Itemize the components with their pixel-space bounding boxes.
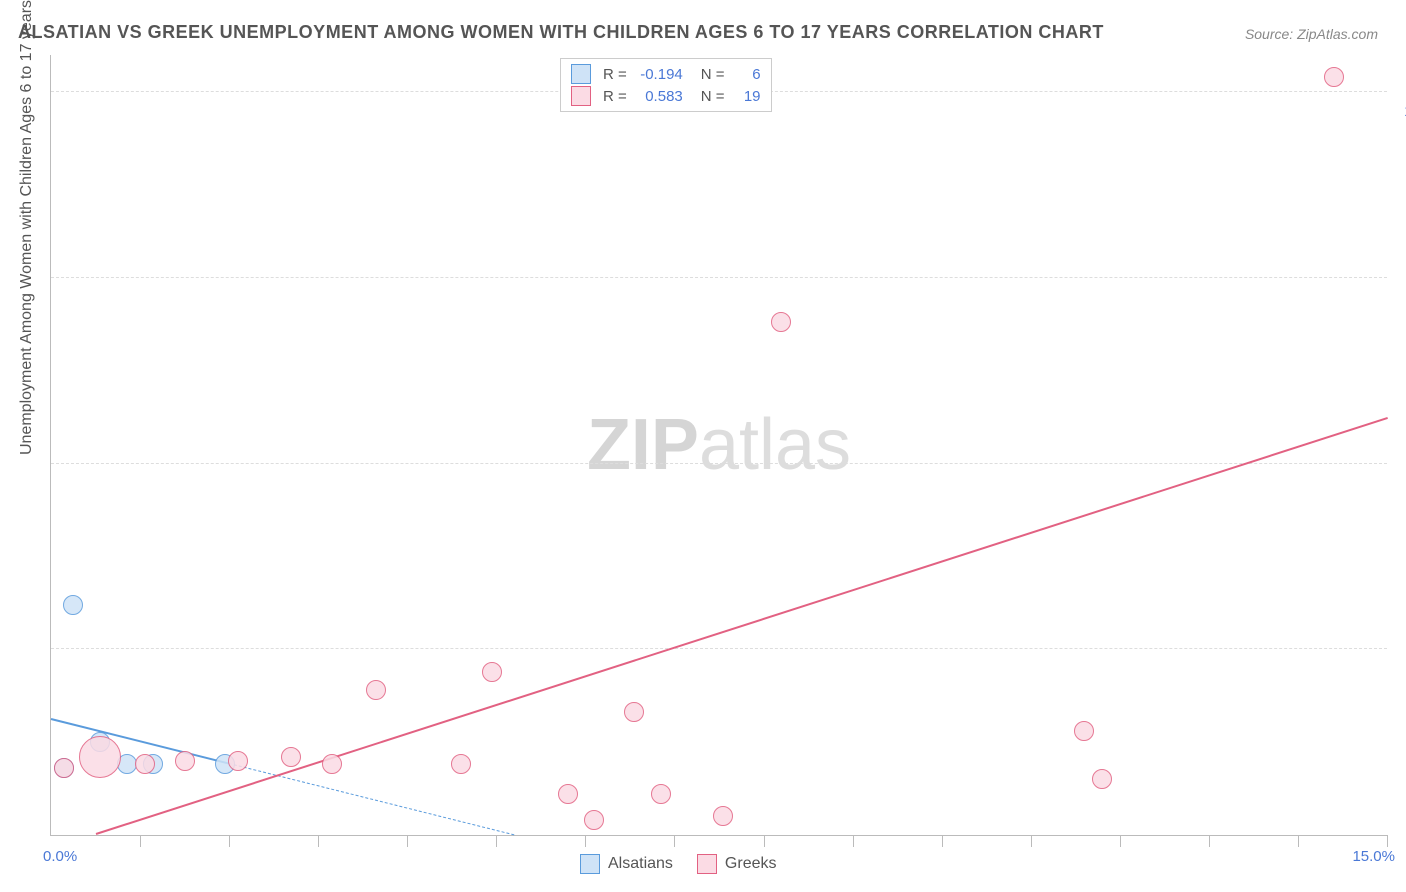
legend-swatch xyxy=(580,854,600,874)
x-tick xyxy=(1387,835,1388,847)
data-point-greeks xyxy=(451,754,471,774)
x-tick xyxy=(585,835,586,847)
chart-plot-area: ZIPatlas 25.0%50.0%75.0%100.0%0.0%15.0% xyxy=(50,55,1387,836)
data-point-greeks xyxy=(1074,721,1094,741)
data-point-greeks xyxy=(54,758,74,778)
x-tick xyxy=(1209,835,1210,847)
x-axis-max-label: 15.0% xyxy=(1352,848,1395,865)
x-tick xyxy=(674,835,675,847)
legend-r-label: R = xyxy=(603,66,627,83)
data-point-greeks xyxy=(228,751,248,771)
x-tick xyxy=(229,835,230,847)
data-point-greeks xyxy=(79,736,121,778)
x-tick xyxy=(318,835,319,847)
x-tick xyxy=(764,835,765,847)
legend-n-value: 6 xyxy=(733,66,761,83)
chart-title: ALSATIAN VS GREEK UNEMPLOYMENT AMONG WOM… xyxy=(18,22,1104,43)
legend-item-alsatians: Alsatians xyxy=(580,854,673,874)
watermark-light: atlas xyxy=(699,405,851,485)
data-point-alsatians xyxy=(63,595,83,615)
correlation-legend: R = -0.194 N = 6 R = 0.583 N = 19 xyxy=(560,58,772,112)
data-point-greeks xyxy=(1092,769,1112,789)
legend-series-label: Greeks xyxy=(725,855,777,873)
data-point-greeks xyxy=(1324,67,1344,87)
x-tick xyxy=(140,835,141,847)
legend-n-label: N = xyxy=(701,88,725,105)
chart-source: Source: ZipAtlas.com xyxy=(1245,26,1378,42)
legend-n-label: N = xyxy=(701,66,725,83)
x-tick xyxy=(853,835,854,847)
x-tick xyxy=(1031,835,1032,847)
data-point-greeks xyxy=(366,680,386,700)
x-tick xyxy=(942,835,943,847)
x-axis-min-label: 0.0% xyxy=(43,848,77,865)
x-tick xyxy=(407,835,408,847)
data-point-greeks xyxy=(624,702,644,722)
gridline xyxy=(51,648,1387,649)
legend-series-label: Alsatians xyxy=(608,855,673,873)
trend-line xyxy=(229,763,514,835)
x-tick xyxy=(496,835,497,847)
y-tick-label: 75.0% xyxy=(1395,289,1406,306)
data-point-greeks xyxy=(713,806,733,826)
watermark-bold: ZIP xyxy=(587,405,699,485)
legend-r-value: 0.583 xyxy=(635,88,683,105)
y-tick-label: 50.0% xyxy=(1395,475,1406,492)
series-legend: Alsatians Greeks xyxy=(580,854,777,874)
data-point-greeks xyxy=(584,810,604,830)
gridline xyxy=(51,277,1387,278)
data-point-greeks xyxy=(651,784,671,804)
legend-n-value: 19 xyxy=(733,88,761,105)
y-tick-label: 100.0% xyxy=(1395,103,1406,120)
legend-swatch xyxy=(697,854,717,874)
legend-swatch xyxy=(571,64,591,84)
data-point-greeks xyxy=(482,662,502,682)
watermark: ZIPatlas xyxy=(587,404,851,486)
legend-row-alsatians: R = -0.194 N = 6 xyxy=(571,63,761,85)
data-point-greeks xyxy=(322,754,342,774)
data-point-greeks xyxy=(135,754,155,774)
data-point-greeks xyxy=(558,784,578,804)
legend-row-greeks: R = 0.583 N = 19 xyxy=(571,85,761,107)
trend-line xyxy=(95,417,1387,835)
y-axis-label: Unemployment Among Women with Children A… xyxy=(18,0,36,455)
legend-swatch xyxy=(571,86,591,106)
data-point-greeks xyxy=(771,312,791,332)
data-point-greeks xyxy=(281,747,301,767)
gridline xyxy=(51,463,1387,464)
data-point-greeks xyxy=(175,751,195,771)
x-tick xyxy=(1298,835,1299,847)
legend-item-greeks: Greeks xyxy=(697,854,777,874)
legend-r-value: -0.194 xyxy=(635,66,683,83)
y-tick-label: 25.0% xyxy=(1395,660,1406,677)
legend-r-label: R = xyxy=(603,88,627,105)
x-tick xyxy=(1120,835,1121,847)
